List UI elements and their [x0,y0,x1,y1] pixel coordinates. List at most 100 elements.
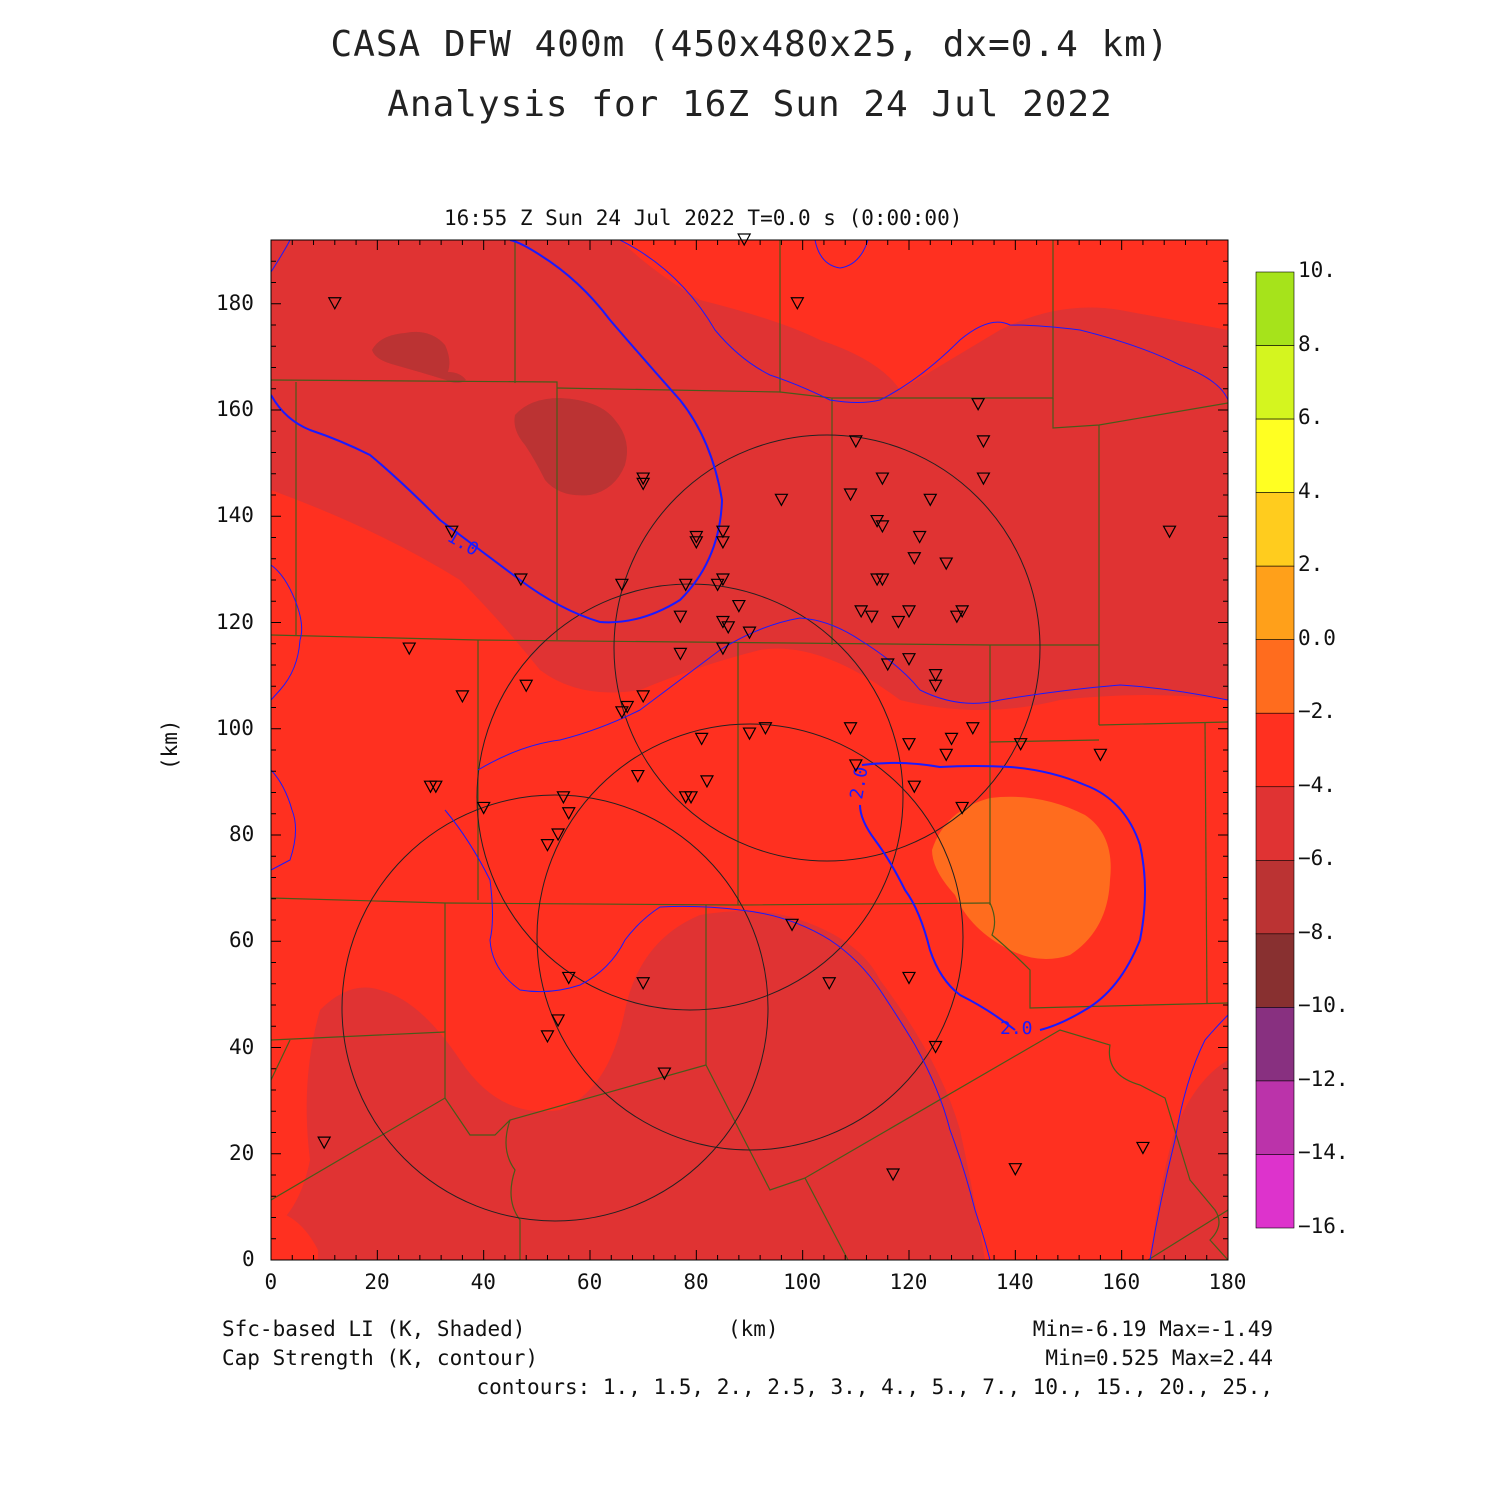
station-marker [636,477,651,491]
station-marker [843,722,858,736]
map-title-line-1: CASA DFW 400m (450x480x25, dx=0.4 km) [330,24,1170,65]
station-marker [901,605,917,619]
y-tick-label: 100 [216,715,254,740]
station-marker [822,977,837,991]
li-shaded-field [271,240,1228,1260]
colorbar-segment [1255,639,1295,714]
station-marker [854,605,869,619]
station-marker [551,1014,566,1028]
station-marker [614,706,629,720]
y-tick-label: 120 [216,609,254,634]
station-marker [928,1040,943,1054]
station-marker [630,769,645,783]
li-minus6-patch-1 [372,331,466,383]
y-tick-label: 80 [229,822,255,846]
x-tick-label: 80 [683,1270,709,1294]
colorbar-label: 2. [1298,552,1324,577]
station-marker [875,472,890,486]
colorbar-label: −2. [1298,699,1336,724]
station-marker [742,626,757,640]
colorbar-segment [1255,1154,1295,1229]
x-tick-label: 20 [364,1270,390,1294]
station-marker [928,679,943,693]
station-marker [721,621,736,635]
station-marker [843,488,858,502]
y-tick-label: 140 [216,503,254,528]
station-marker [976,435,991,449]
station-marker [540,839,555,852]
station-marker [1013,738,1028,751]
colorbar-label: 6. [1298,405,1324,430]
station-marker [699,775,714,789]
colorbar-segment [1255,712,1295,788]
station-marker [455,690,470,704]
colorbar [1255,271,1295,1229]
x-axis-label: (km) [728,1317,779,1341]
station-marker [710,578,725,592]
station-marker [891,615,906,629]
station-marker [1093,748,1108,762]
station-marker [561,971,576,985]
colorbar-label: −14. [1298,1140,1349,1165]
x-tick-label: 180 [1208,1270,1247,1294]
station-marker [657,1067,672,1081]
station-marker [742,727,757,741]
cap-contour-thin-3 [271,240,291,273]
x-tick-label: 40 [470,1270,496,1294]
colorbar-segment [1255,345,1295,420]
station-marker [317,1136,332,1150]
station-marker [715,525,730,539]
colorbar-label: −16. [1298,1214,1349,1238]
colorbar-segment [1255,271,1295,346]
cap-contour-thin-1 [619,240,1228,403]
colorbar-segment [1255,786,1295,861]
station-marker [907,780,922,794]
x-tick-label: 160 [1102,1270,1141,1294]
station-marker [689,536,704,550]
station-marker [848,759,863,773]
station-marker [880,658,895,672]
cap-contour-2-0 [861,761,1146,1031]
colorbar-segment [1255,565,1295,640]
colorbar-segment [1255,492,1295,567]
cap-contour-1-0 [271,240,724,624]
y-tick-label: 180 [216,290,254,315]
station-marker [402,642,417,656]
station-marker [444,525,459,539]
station-marker [684,791,699,805]
station-marker [694,732,709,746]
station-marker [428,780,443,794]
y-tick-label: 160 [216,397,254,421]
colorbar-label: 8. [1298,331,1324,356]
station-marker [556,791,571,805]
colorbar-segment [1255,418,1295,493]
colorbar-label: −8. [1298,919,1336,944]
station-marker [955,801,970,815]
cap-contour-thin-7 [444,809,991,1260]
colorbar-segment [1255,1007,1295,1082]
y-axis-label: (km) [158,719,182,770]
radar-ring-4 [341,794,769,1222]
station-marker [971,398,986,411]
li-minus4-region-south [271,911,985,1260]
station-marker [785,918,800,932]
station-marker [1008,1163,1023,1176]
station-marker [864,610,879,624]
station-markers [317,233,1177,1182]
station-marker [939,557,954,571]
shaded-field-stats: Min=-6.19 Max=-1.49 [1032,1317,1273,1341]
li-minus6-patch-2 [514,398,628,496]
station-marker [673,610,688,624]
colorbar-label: −6. [1298,846,1336,871]
station-marker [886,1168,901,1182]
colorbar-segment [1255,860,1295,935]
x-tick-label: 120 [889,1270,928,1294]
x-tick-label: 100 [783,1270,822,1294]
axis-ticks [270,239,1229,1261]
cap-contour-thin-5 [477,617,1228,771]
station-marker [923,493,938,507]
radar-range-rings [341,434,1041,1222]
colorbar-label: −4. [1298,772,1336,797]
station-marker [1135,1141,1150,1155]
li-minus4-region-southeast [1150,1060,1228,1260]
